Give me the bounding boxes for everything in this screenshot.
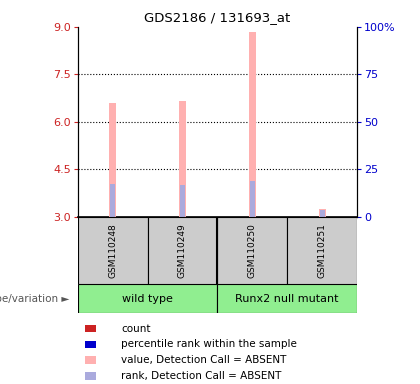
Text: GSM110250: GSM110250 [248, 223, 257, 278]
Bar [218, 217, 287, 284]
Bar [85, 341, 96, 348]
Text: count: count [121, 324, 150, 334]
Text: Runx2 null mutant: Runx2 null mutant [236, 293, 339, 304]
Text: GSM110251: GSM110251 [318, 223, 327, 278]
Text: GSM110248: GSM110248 [108, 223, 117, 278]
Text: percentile rank within the sample: percentile rank within the sample [121, 339, 297, 349]
Text: genotype/variation ►: genotype/variation ► [0, 293, 69, 304]
Bar [78, 217, 147, 284]
Bar [320, 210, 325, 217]
Text: rank, Detection Call = ABSENT: rank, Detection Call = ABSENT [121, 371, 281, 381]
Bar [85, 356, 96, 364]
Title: GDS2186 / 131693_at: GDS2186 / 131693_at [144, 11, 291, 24]
Bar [109, 103, 116, 217]
Bar [250, 180, 255, 217]
Bar [147, 217, 218, 284]
Bar [319, 209, 326, 217]
Bar [179, 101, 186, 217]
Bar [85, 372, 96, 380]
Bar [218, 284, 357, 313]
Bar [180, 185, 185, 217]
Bar [85, 325, 96, 333]
Bar [249, 31, 256, 217]
Text: GSM110249: GSM110249 [178, 223, 187, 278]
Bar [287, 217, 357, 284]
Bar [78, 284, 218, 313]
Text: wild type: wild type [122, 293, 173, 304]
Bar [110, 184, 115, 217]
Text: value, Detection Call = ABSENT: value, Detection Call = ABSENT [121, 355, 286, 365]
